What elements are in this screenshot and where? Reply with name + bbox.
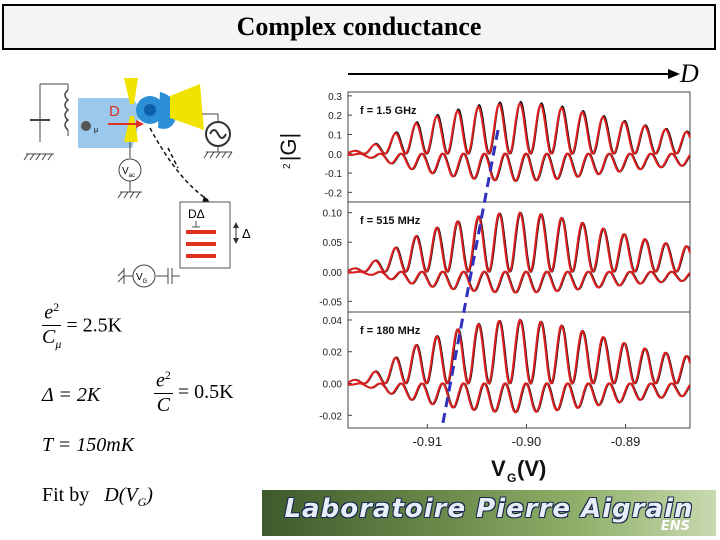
delta-label: Δ: [242, 226, 251, 241]
gate-bottom: [124, 116, 138, 142]
xtick-label-2: -0.89: [611, 434, 641, 449]
series-middle-3: [348, 270, 691, 294]
ytick-label-top-4: -0.1: [325, 169, 343, 180]
y-axis-label-sup: 2: [282, 163, 293, 169]
ytick-label-bottom-3: -0.02: [319, 411, 342, 422]
formula-level-spacing: Δ = 2K: [42, 384, 101, 406]
vac-label: V: [122, 166, 129, 177]
fit-expr: D(V: [104, 484, 138, 506]
xtick-label-1: -0.90: [512, 434, 542, 449]
series-top-3: [347, 152, 691, 182]
lab-logo-text: Laboratoire Pierre Aigrain: [284, 494, 694, 524]
lab-logo-sub: ENS: [660, 519, 690, 534]
ytick-label-bottom-1: 0.02: [323, 348, 343, 359]
slide-title: Complex conductance: [2, 4, 716, 50]
series-middle-1: [347, 211, 691, 274]
series-top-1: [347, 102, 691, 156]
fit-caption: Fit by D(VG): [42, 484, 153, 509]
ytick-label-top-5: -0.2: [325, 188, 343, 199]
svg-text:VG: VG: [136, 272, 148, 285]
ytick-label-top-2: 0.1: [328, 130, 342, 141]
ytick-label-top-3: 0.0: [328, 150, 342, 161]
dot-label: D: [109, 103, 120, 120]
x-axis-label-sub: G: [507, 471, 516, 485]
right-gate: [170, 84, 204, 130]
panel-annotation-top: f = 1.5 GHz: [360, 105, 417, 117]
inductor-coil: [64, 89, 70, 131]
xtick-label-0: -0.91: [412, 434, 442, 449]
panel-frame-top: [347, 91, 691, 203]
panel-annotation-bottom: f = 180 MHz: [360, 325, 421, 337]
svg-text:Vac: Vac: [122, 166, 135, 179]
series-bottom-3: [347, 382, 691, 414]
panel-annotation-middle: f = 515 MHz: [360, 215, 421, 227]
ytick-label-bottom-2: 0.00: [323, 380, 343, 391]
vg-sub: G: [143, 279, 148, 285]
lab-logo-banner: Laboratoire Pierre Aigrain ENS: [262, 490, 716, 536]
x-axis-label: V: [491, 456, 506, 481]
level-label: DΔ: [188, 207, 205, 221]
series-bottom-1: [347, 318, 691, 386]
ytick-label-middle-3: -0.05: [319, 297, 342, 308]
formula-temperature: T = 150mK: [42, 434, 135, 456]
ground-icon-right: [203, 151, 233, 159]
source-symbol: [81, 121, 91, 131]
ytick-label-bottom-0: 0.04: [323, 316, 343, 327]
arrow-label: D: [679, 59, 699, 88]
ytick-label-middle-2: 0.00: [323, 268, 343, 279]
y-axis-label: |G|: [280, 133, 301, 162]
formula-geometric-capacitance: e2 C = 0.5K: [154, 368, 234, 416]
ytick-label-middle-0: 0.10: [323, 209, 343, 220]
peak-shift-dashed-line: [440, 129, 500, 429]
gate-top: [124, 78, 138, 104]
conductance-chart: 0.3 0.2 0.1 0.0 -0.1 -0.2 f = 1.5 GHz |G|2 0.10 0…: [280, 91, 691, 485]
formula-charging-energy: e2 Cμ = 2.5K: [42, 300, 123, 351]
ytick-label-middle-1: 0.05: [323, 238, 343, 249]
vac-sub: ac: [129, 173, 135, 179]
vg-label: V: [136, 272, 143, 283]
fit-label: Fit by: [42, 484, 90, 506]
direction-arrow: D: [348, 59, 699, 88]
x-axis-label-unit: (V): [517, 456, 546, 481]
circuit-schematic: μ D Vac DΔ Δ: [23, 78, 251, 288]
ytick-label-top-1: 0.2: [328, 111, 342, 122]
mu-symbol: μ: [94, 127, 98, 134]
ytick-label-top-0: 0.3: [328, 92, 342, 103]
ground-icon-left: [23, 153, 54, 161]
